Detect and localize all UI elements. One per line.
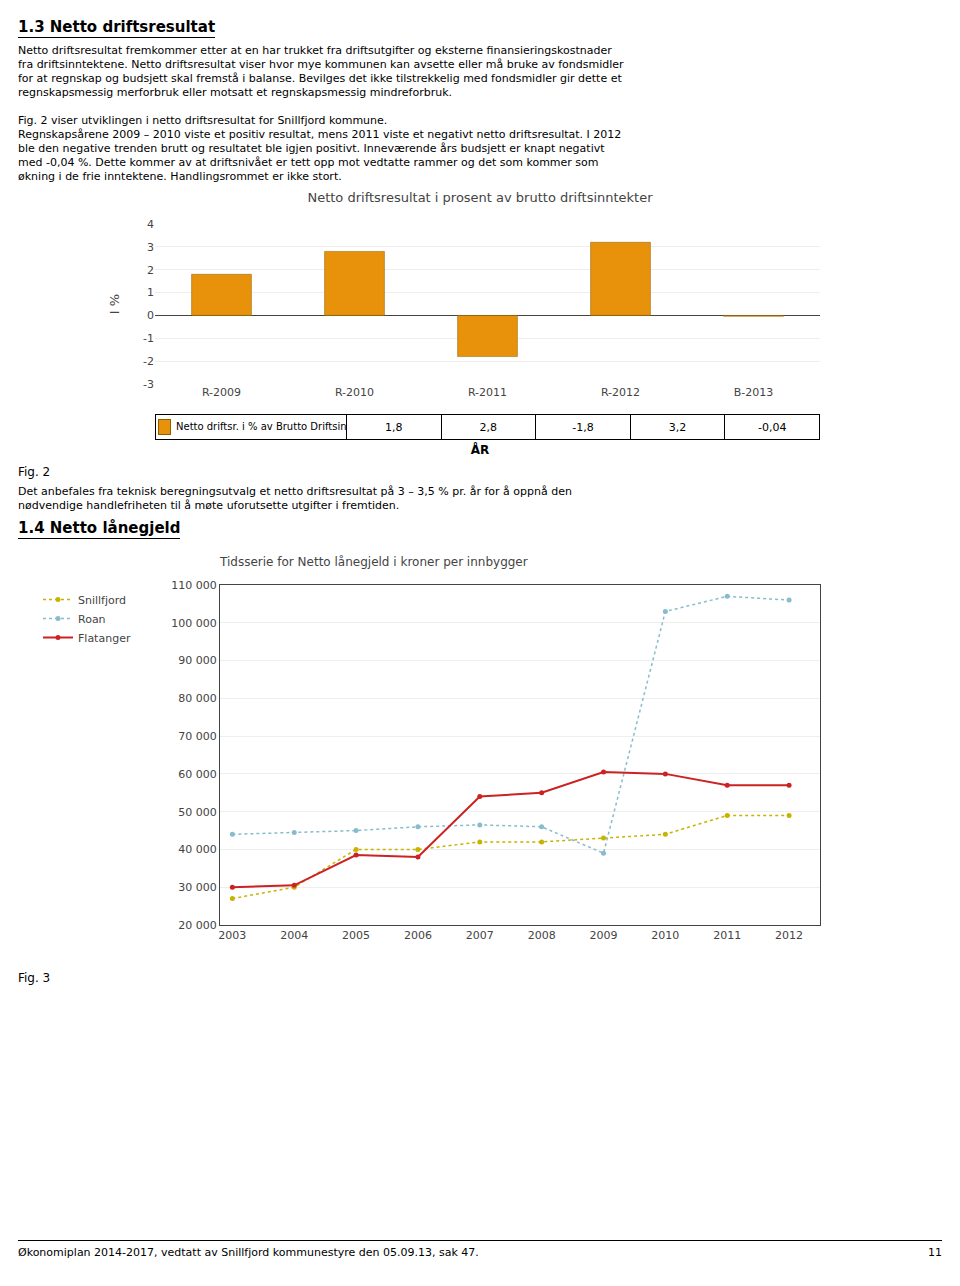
svg-text:50 000: 50 000 <box>178 806 217 819</box>
html-text:11: 11 <box>928 1246 942 1259</box>
html-text:Økonomiplan 2014-2017, vedtatt: Økonomiplan 2014-2017, vedtatt av Snillf… <box>18 1246 479 1259</box>
svg-text:100 000: 100 000 <box>171 617 217 630</box>
svg-text:80 000: 80 000 <box>178 692 217 705</box>
svg-text:2010: 2010 <box>651 929 679 942</box>
html-text:Netto driftsresultat fremkomme: Netto driftsresultat fremkommer etter at… <box>18 44 612 57</box>
html-text:ble den negative trenden brutt: ble den negative trenden brutt og result… <box>18 142 605 155</box>
svg-text:Tidsserie for Netto lånegjeld: Tidsserie for Netto lånegjeld i kroner p… <box>219 555 528 569</box>
html-text:-0,04: -0,04 <box>757 420 787 434</box>
svg-text:60 000: 60 000 <box>178 768 217 781</box>
svg-text:R-2009: R-2009 <box>202 386 241 399</box>
html-text:regnskapsmessig merforbruk ell: regnskapsmessig merforbruk eller motsatt… <box>18 86 452 99</box>
svg-text:1: 1 <box>147 286 154 299</box>
html-text:-1,8: -1,8 <box>572 420 594 434</box>
svg-text:Flatanger: Flatanger <box>78 632 131 645</box>
html-text:3,2: 3,2 <box>668 420 687 434</box>
svg-text:110 000: 110 000 <box>171 579 217 592</box>
svg-text:2004: 2004 <box>280 929 308 942</box>
html-text:fra driftsinntektene. Netto dr: fra driftsinntektene. Netto driftsresult… <box>18 58 624 71</box>
svg-text:R-2012: R-2012 <box>601 386 640 399</box>
svg-text:2005: 2005 <box>342 929 370 942</box>
svg-text:B-2013: B-2013 <box>734 386 774 399</box>
svg-text:2007: 2007 <box>466 929 494 942</box>
svg-text:2: 2 <box>147 264 154 277</box>
svg-text:R-2010: R-2010 <box>335 386 374 399</box>
svg-text:0: 0 <box>147 309 154 322</box>
svg-text:2011: 2011 <box>713 929 741 942</box>
svg-text:Netto driftsresultat i prosent: Netto driftsresultat i prosent av brutto… <box>307 190 653 205</box>
svg-text:2009: 2009 <box>590 929 618 942</box>
html-text:1.3 Netto driftsresultat: 1.3 Netto driftsresultat <box>18 18 216 36</box>
svg-text:40 000: 40 000 <box>178 843 217 856</box>
svg-text:70 000: 70 000 <box>178 730 217 743</box>
svg-text:R-2011: R-2011 <box>468 386 507 399</box>
html-text:økning i de frie inntektene. H: økning i de frie inntektene. Handlingsro… <box>18 170 342 183</box>
html-text:2,8: 2,8 <box>479 420 498 434</box>
html-text:1.4 Netto lånegjeld: 1.4 Netto lånegjeld <box>18 519 181 537</box>
svg-text:Snillfjord: Snillfjord <box>78 594 126 607</box>
html-text:nødvendige handlefriheten til: nødvendige handlefriheten til å møte ufo… <box>18 499 400 512</box>
html-text:med -0,04 %. Dette kommer av a: med -0,04 %. Dette kommer av at driftsni… <box>18 156 599 169</box>
svg-text:20 000: 20 000 <box>178 919 217 932</box>
html-text:Regnskapsårene 2009 – 2010 vis: Regnskapsårene 2009 – 2010 viste et posi… <box>18 128 622 141</box>
svg-text:2012: 2012 <box>775 929 803 942</box>
html-text:ÅR: ÅR <box>470 443 490 457</box>
html-text:Fig. 3: Fig. 3 <box>18 971 51 985</box>
svg-text:-1: -1 <box>143 332 154 345</box>
html-text:Fig. 2: Fig. 2 <box>18 465 51 479</box>
html-text:1,8: 1,8 <box>385 420 403 434</box>
svg-text:2006: 2006 <box>404 929 432 942</box>
svg-text:2008: 2008 <box>528 929 556 942</box>
svg-text:3: 3 <box>147 241 154 254</box>
svg-text:-3: -3 <box>143 378 154 391</box>
svg-text:Roan: Roan <box>78 613 106 626</box>
svg-text:30 000: 30 000 <box>178 881 217 894</box>
svg-text:-2: -2 <box>143 355 154 368</box>
svg-text:2003: 2003 <box>218 929 246 942</box>
html-text:for at regnskap og budsjett sk: for at regnskap og budsjett skal fremstå… <box>18 72 622 85</box>
svg-text:90 000: 90 000 <box>178 654 217 667</box>
svg-text:4: 4 <box>147 218 154 231</box>
svg-text:I %: I % <box>107 294 122 314</box>
html-text:Det anbefales fra teknisk bere: Det anbefales fra teknisk beregningsutva… <box>18 485 572 498</box>
html-text:Fig. 2 viser utviklingen i net: Fig. 2 viser utviklingen i netto driftsr… <box>18 114 388 127</box>
